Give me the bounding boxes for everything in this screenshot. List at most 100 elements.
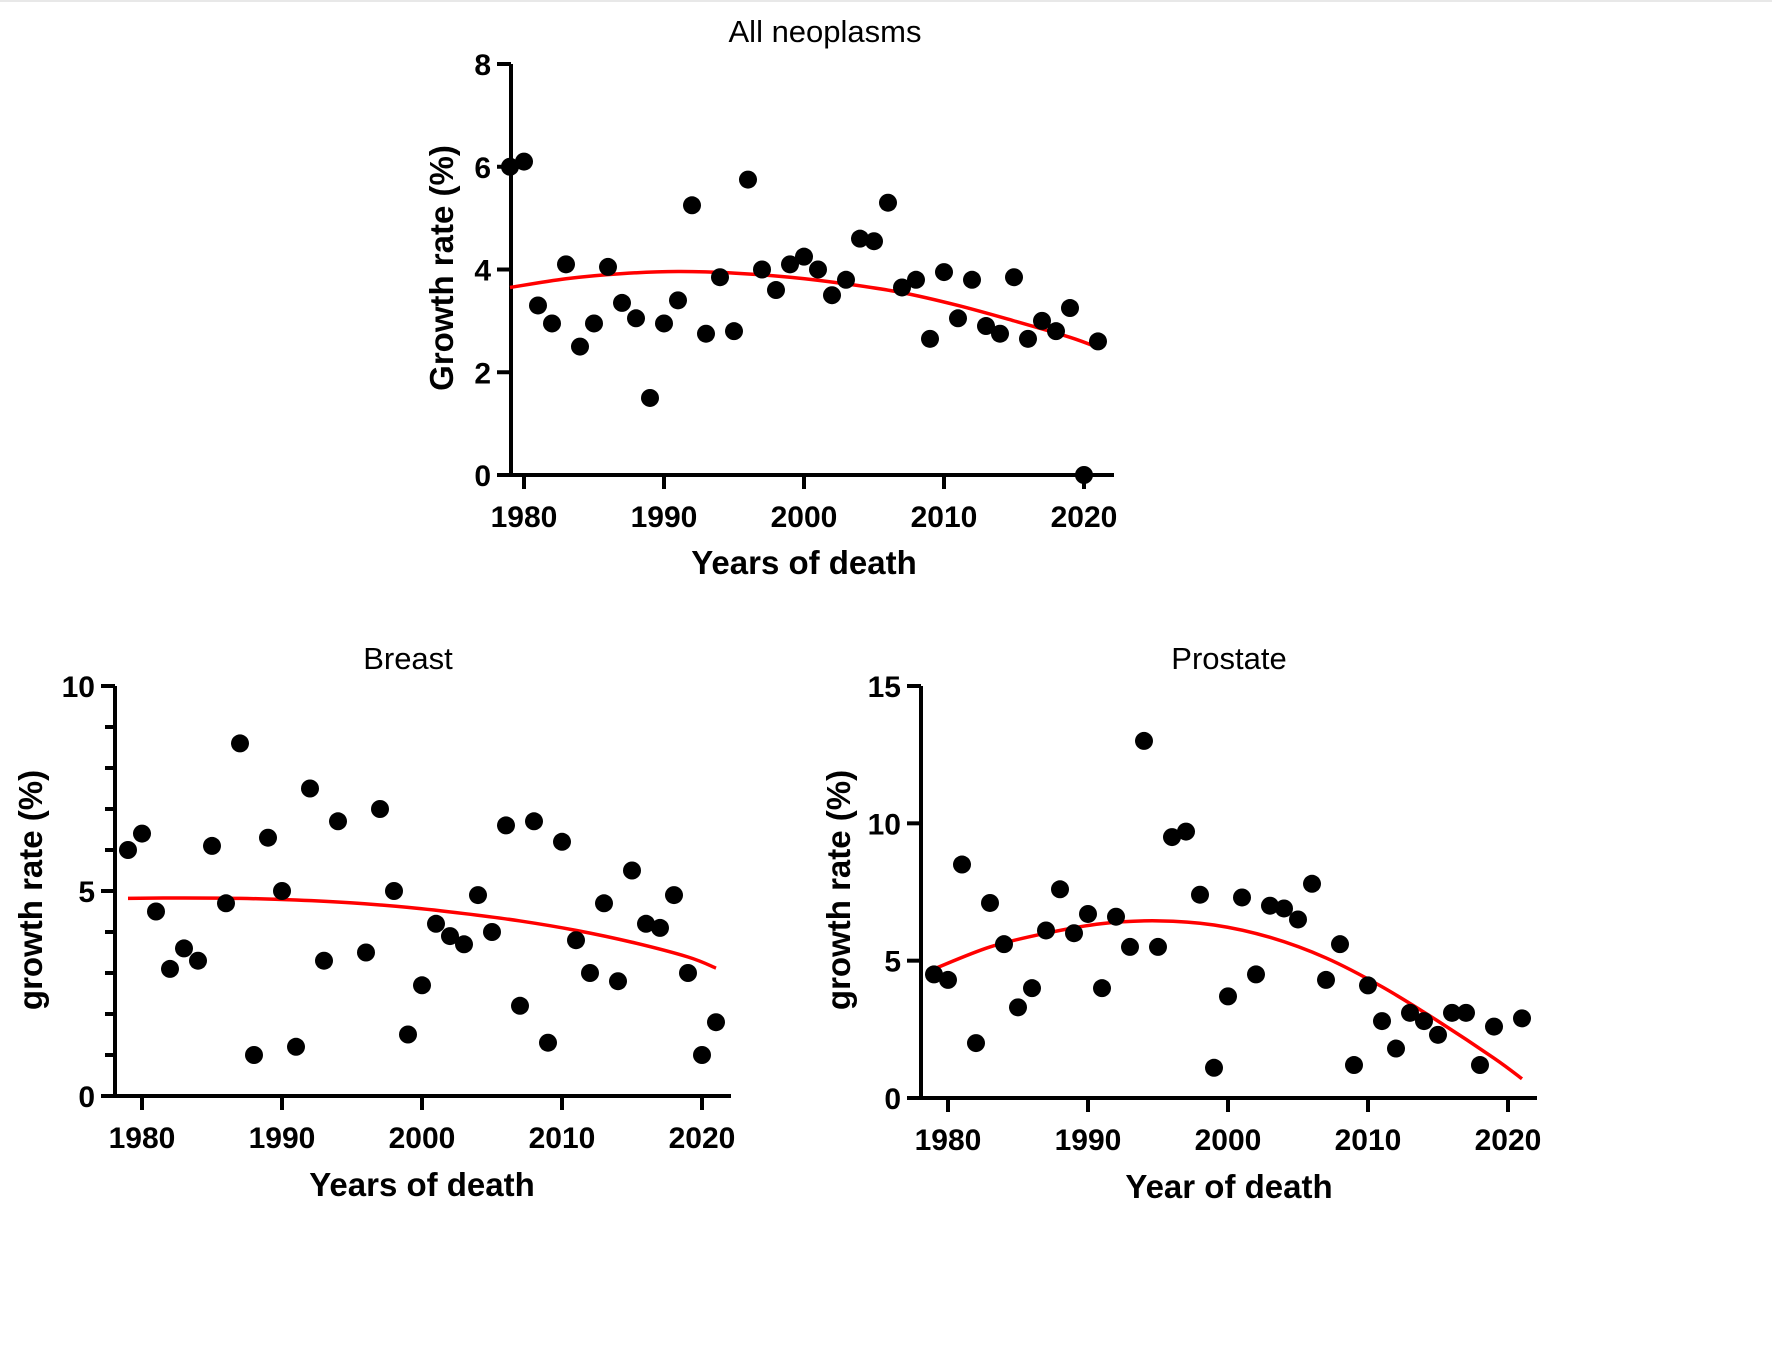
data-point bbox=[655, 314, 673, 333]
data-point bbox=[665, 886, 683, 905]
data-point bbox=[981, 893, 999, 912]
data-point bbox=[245, 1046, 263, 1064]
data-point bbox=[567, 931, 585, 950]
data-point bbox=[995, 935, 1013, 954]
y-axis-label: growth rate (%) bbox=[820, 770, 857, 1010]
data-point bbox=[581, 964, 599, 982]
data-point bbox=[1005, 268, 1023, 287]
x-tick-label: 2020 bbox=[1475, 1124, 1542, 1157]
data-point bbox=[823, 286, 841, 305]
axis-ticks: 0 5 10 1980 1990 2000 2010 2020 bbox=[62, 671, 736, 1155]
x-tick-label: 1990 bbox=[1055, 1124, 1122, 1157]
data-point bbox=[427, 914, 445, 933]
data-point bbox=[953, 855, 971, 874]
data-point bbox=[613, 293, 631, 312]
data-point bbox=[963, 270, 981, 289]
data-point bbox=[879, 193, 897, 212]
y-tick-label: 10 bbox=[868, 808, 901, 841]
y-tick-label: 5 bbox=[884, 946, 901, 979]
y-tick-label: 0 bbox=[474, 460, 491, 493]
data-point bbox=[1079, 904, 1097, 923]
data-point bbox=[147, 902, 165, 921]
data-point bbox=[161, 959, 179, 978]
data-point bbox=[637, 914, 655, 933]
data-point bbox=[1513, 1009, 1531, 1028]
data-point bbox=[651, 918, 669, 937]
data-point bbox=[977, 317, 995, 336]
data-point bbox=[1009, 998, 1027, 1017]
x-axis-label: Years of death bbox=[309, 1166, 535, 1203]
y-tick-label: 5 bbox=[78, 876, 95, 909]
data-point bbox=[515, 152, 533, 171]
data-point bbox=[1485, 1017, 1503, 1036]
data-point bbox=[1089, 332, 1107, 351]
data-point bbox=[767, 281, 785, 300]
data-point bbox=[1177, 822, 1195, 841]
data-point bbox=[595, 894, 613, 913]
data-point bbox=[1075, 466, 1093, 484]
data-point bbox=[455, 935, 473, 954]
data-point bbox=[1261, 896, 1279, 915]
fit-curve bbox=[127, 896, 717, 970]
x-tick-label: 2020 bbox=[669, 1122, 736, 1155]
panel-all-neoplasms: All neoplasms Years of death Growth rate… bbox=[423, 14, 1117, 581]
x-tick-label: 1990 bbox=[631, 501, 698, 534]
data-point bbox=[627, 309, 645, 328]
data-point bbox=[939, 970, 957, 989]
data-point bbox=[1247, 965, 1265, 984]
data-point bbox=[967, 1034, 985, 1053]
data-point bbox=[739, 170, 757, 189]
x-tick-label: 2010 bbox=[1335, 1124, 1402, 1157]
data-point bbox=[557, 255, 575, 274]
x-tick-label: 2010 bbox=[529, 1122, 596, 1155]
data-point bbox=[609, 972, 627, 991]
data-point bbox=[893, 278, 911, 297]
scatter-points bbox=[119, 734, 725, 1064]
data-point bbox=[795, 247, 813, 266]
data-point bbox=[273, 882, 291, 900]
data-point bbox=[175, 939, 193, 958]
y-tick-label: 4 bbox=[474, 255, 491, 288]
data-point bbox=[133, 824, 151, 843]
data-point bbox=[399, 1025, 417, 1044]
x-axis-label: Years of death bbox=[691, 544, 917, 581]
y-tick-label: 8 bbox=[474, 49, 491, 82]
data-point bbox=[991, 324, 1009, 343]
data-point bbox=[1121, 937, 1139, 956]
data-point bbox=[1289, 910, 1307, 929]
axis-ticks: 0 5 10 15 1980 1990 2000 2010 2020 bbox=[868, 671, 1542, 1157]
data-point bbox=[683, 196, 701, 215]
data-point bbox=[693, 1046, 711, 1064]
data-point bbox=[497, 816, 515, 835]
data-point bbox=[641, 388, 659, 407]
chart-title: Prostate bbox=[1171, 641, 1286, 676]
y-tick-label: 2 bbox=[474, 357, 491, 390]
data-point bbox=[1023, 979, 1041, 998]
axis-ticks: 0 2 4 6 8 1980 1990 2000 2010 2020 bbox=[474, 49, 1117, 534]
chart-title: All neoplasms bbox=[729, 14, 922, 49]
data-point bbox=[525, 812, 543, 831]
data-point bbox=[203, 836, 221, 855]
panel-breast: Breast Years of death growth rate (%) 0 5… bbox=[12, 641, 735, 1203]
data-point bbox=[501, 157, 519, 176]
data-point bbox=[301, 779, 319, 798]
data-point bbox=[925, 965, 943, 984]
data-point bbox=[1205, 1058, 1223, 1077]
data-point bbox=[935, 263, 953, 282]
data-point bbox=[809, 260, 827, 279]
data-point bbox=[623, 861, 641, 880]
x-tick-label: 2000 bbox=[771, 501, 838, 534]
data-point bbox=[1471, 1056, 1489, 1075]
x-tick-label: 1990 bbox=[249, 1122, 316, 1155]
data-point bbox=[865, 232, 883, 251]
x-tick-label: 1980 bbox=[915, 1124, 982, 1157]
data-point bbox=[725, 322, 743, 341]
data-point bbox=[669, 291, 687, 310]
data-point bbox=[1233, 888, 1251, 907]
data-point bbox=[1065, 924, 1083, 943]
data-point bbox=[287, 1037, 305, 1056]
x-tick-label: 2000 bbox=[1195, 1124, 1262, 1157]
x-tick-label: 1980 bbox=[109, 1122, 176, 1155]
data-point bbox=[711, 268, 729, 287]
data-point bbox=[907, 270, 925, 289]
